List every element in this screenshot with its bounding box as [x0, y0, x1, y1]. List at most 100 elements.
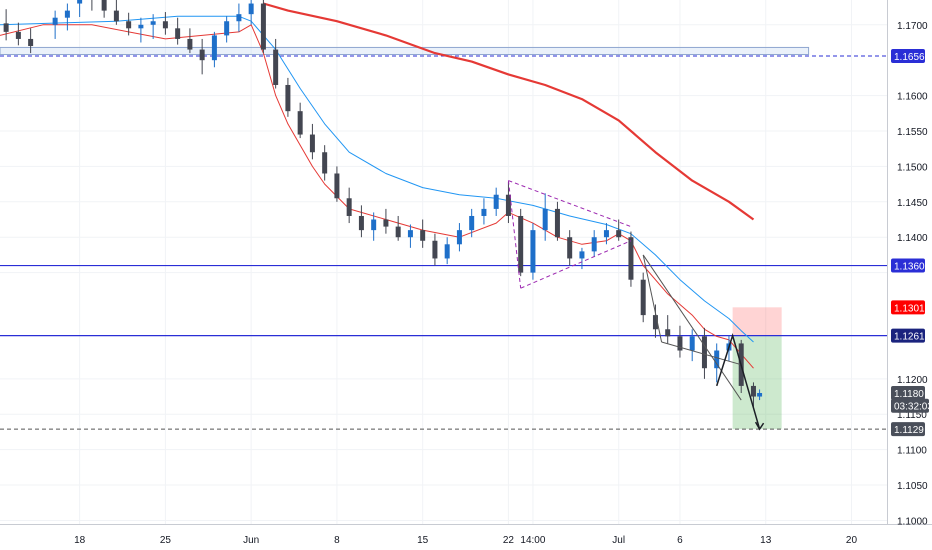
candle-bearish	[113, 0, 119, 25]
candle-bullish	[371, 212, 377, 241]
candle-body	[456, 230, 462, 245]
badge-label: 1.1180	[894, 389, 924, 400]
candle-bearish	[750, 382, 756, 408]
candle-bearish	[420, 219, 426, 248]
badge-label: 1.1656	[894, 52, 925, 63]
candle-body	[616, 230, 622, 238]
trade-arrow-path	[715, 333, 761, 430]
candle-body	[628, 237, 634, 280]
time-tick-label: 22	[503, 535, 515, 546]
badge-label: 03:32:03	[894, 402, 932, 413]
candle-bearish	[175, 17, 181, 45]
candle-body	[689, 336, 695, 351]
candle-bearish	[616, 219, 622, 241]
candle-body	[224, 21, 230, 36]
candle-bullish	[493, 187, 499, 216]
price-badge: 1.1261	[891, 328, 925, 343]
price-axis[interactable]: 1.1700 1.1600 1.1550 1.1500 1.1450 1.1400 1.12…	[897, 21, 928, 528]
supply-zone	[0, 46, 810, 56]
candle-bearish	[395, 215, 401, 241]
price-tick-label: 1.1550	[897, 127, 928, 138]
candle-bearish	[199, 38, 205, 75]
candle-body	[175, 28, 181, 39]
candle-bearish	[162, 12, 168, 35]
candle-bearish	[677, 325, 683, 358]
candle-bearish	[432, 233, 438, 266]
time-tick-label: 14:00	[520, 535, 545, 546]
candle-body	[358, 215, 364, 231]
candle-body	[285, 84, 291, 112]
candle-body	[505, 194, 511, 216]
time-axis[interactable]: 18 25 Jun 8 15 22 14:00 Jul 6 13 20	[74, 535, 857, 546]
candle-body	[603, 230, 609, 238]
candle-bearish	[322, 145, 328, 181]
candle-bullish	[138, 17, 144, 43]
time-tick-label: 25	[160, 535, 172, 546]
candle-body	[138, 24, 144, 29]
price-tick-label: 1.1700	[897, 21, 928, 32]
candle-body	[236, 14, 242, 22]
candle-bearish	[346, 187, 352, 224]
candle-bearish	[15, 22, 21, 46]
channel-upper-line	[508, 180, 632, 228]
candle-body	[542, 208, 548, 231]
candle-body	[211, 35, 217, 61]
badge-label: 1.1129	[894, 425, 924, 436]
candle-bearish	[518, 208, 524, 277]
candle-bearish	[652, 304, 658, 338]
price-tick-label: 1.1200	[897, 375, 928, 386]
price-tick-label: 1.1000	[897, 516, 928, 527]
candle-body	[640, 279, 646, 316]
candle-body	[113, 10, 119, 22]
candle-body	[64, 10, 70, 18]
candle-bullish	[64, 3, 70, 31]
price-tick-label: 1.1500	[897, 162, 928, 173]
candle-bearish	[91, 0, 93, 11]
candle-bullish	[757, 389, 763, 401]
candle-bearish	[567, 230, 573, 266]
candle-body	[665, 329, 671, 337]
candle-bearish	[505, 181, 511, 224]
candle-body	[101, 0, 107, 11]
annotations	[507, 180, 765, 431]
arrowhead-icon	[754, 421, 765, 431]
price-badge: 1.1360	[891, 258, 925, 273]
candle-body	[554, 208, 560, 238]
ema-mid-line	[0, 15, 754, 343]
candle-bullish	[150, 14, 156, 39]
candle-body	[567, 237, 573, 259]
candle-bearish	[665, 315, 671, 344]
badge-label: 1.1301	[894, 303, 925, 314]
time-tick-label: 20	[846, 535, 858, 546]
candle-bullish	[530, 223, 536, 280]
candle-body	[334, 173, 340, 199]
candle-body	[481, 208, 487, 216]
time-tick-label: 18	[74, 535, 86, 546]
candle-body	[701, 336, 707, 369]
candle-bullish	[407, 224, 413, 248]
candle-body	[395, 226, 401, 238]
grid	[0, 0, 887, 524]
candle-bearish	[187, 28, 193, 54]
stop-zone	[732, 307, 782, 336]
candle-bullish	[469, 208, 475, 238]
candle-bullish	[542, 193, 548, 241]
time-tick-label: 8	[334, 535, 340, 546]
candle-body	[371, 219, 377, 231]
price-tick-label: 1.1600	[897, 92, 928, 103]
candle-bearish	[101, 0, 107, 18]
candle-body	[187, 38, 193, 50]
badge-label: 1.1360	[894, 262, 925, 273]
candle-body	[444, 244, 450, 259]
candle-body	[652, 315, 658, 330]
candle-body	[579, 251, 585, 259]
candle-bearish	[260, 0, 266, 54]
channel-edge-line	[642, 254, 663, 343]
candle-body	[309, 134, 315, 153]
badge-background	[891, 48, 925, 63]
candle-bullish	[591, 230, 597, 258]
badge-background	[891, 258, 925, 273]
candle-body	[126, 21, 132, 29]
